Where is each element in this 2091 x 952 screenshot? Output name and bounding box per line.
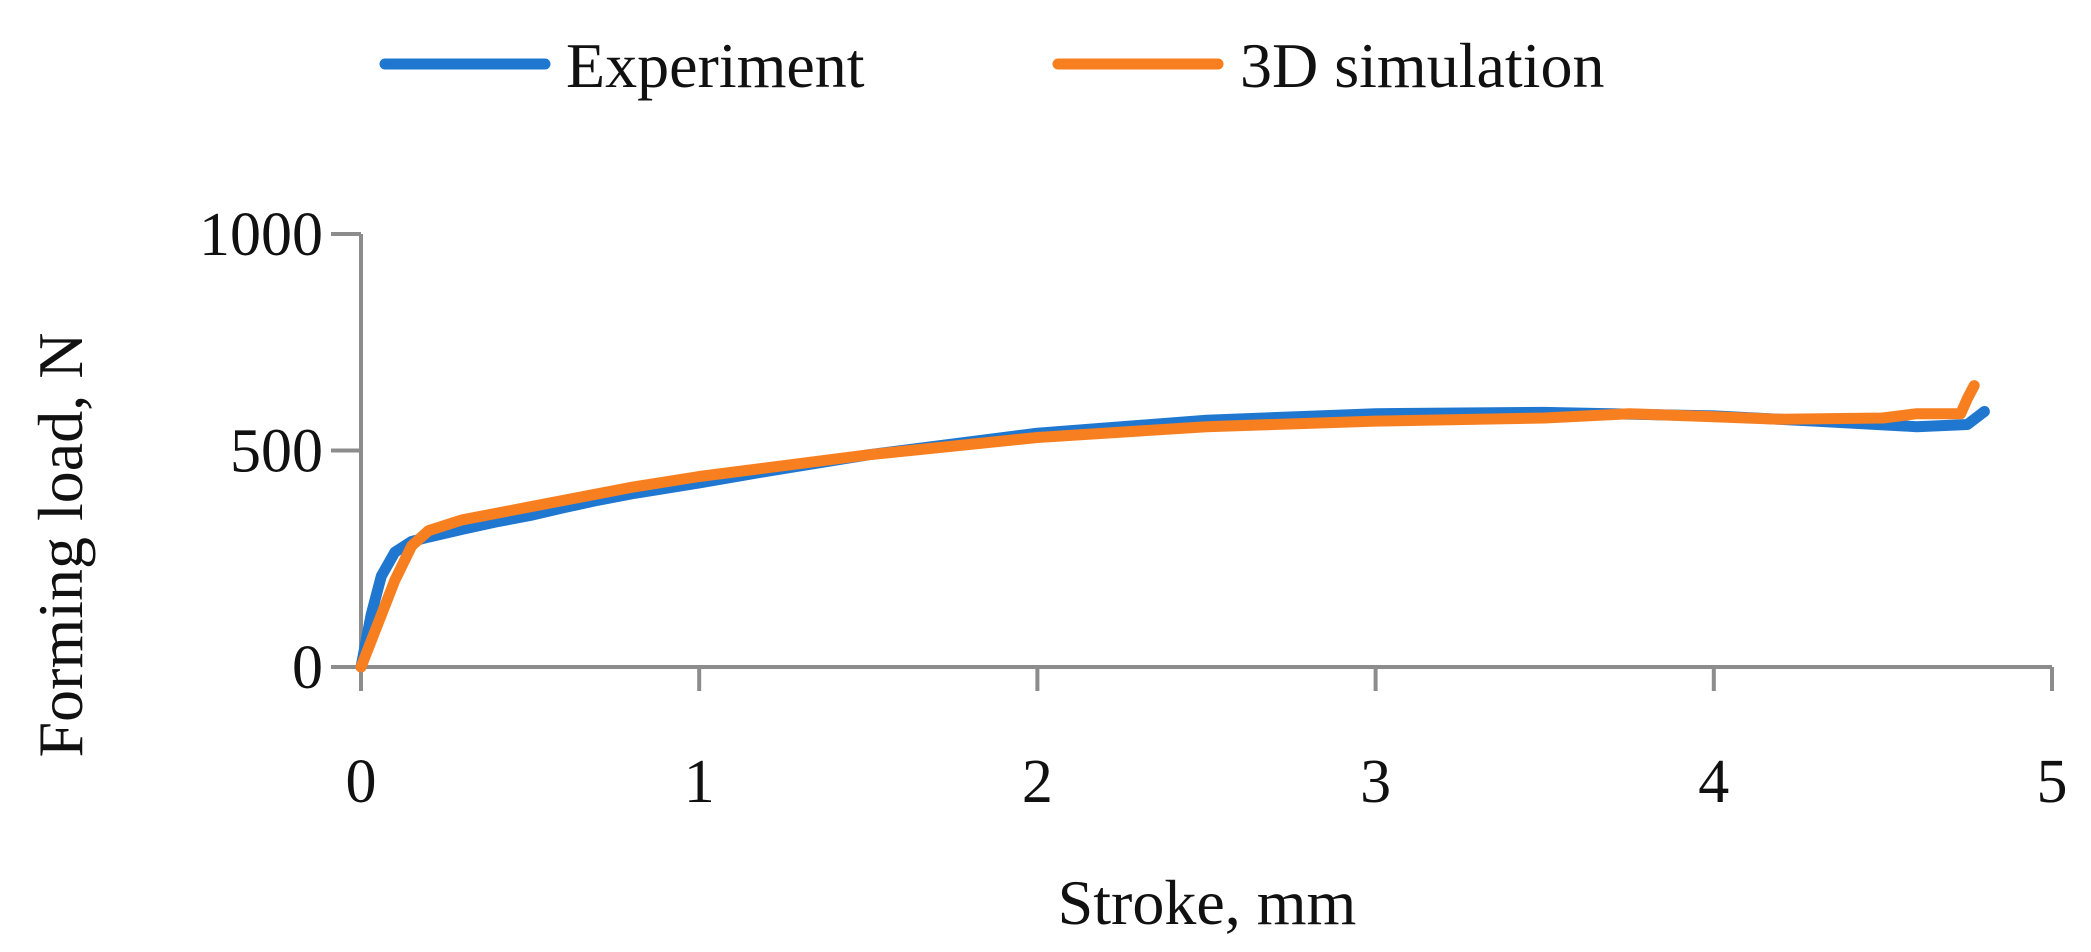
x-axis-ticks: 0 1 2 3 4 5 bbox=[346, 667, 2068, 816]
y-axis-title: Forming load, N bbox=[25, 333, 96, 758]
legend-label-3d-simulation: 3D simulation bbox=[1240, 30, 1604, 101]
x-axis-title: Stroke, mm bbox=[1058, 867, 1357, 938]
legend-label-experiment: Experiment bbox=[566, 30, 865, 101]
x-tick-label: 0 bbox=[346, 748, 377, 816]
x-tick-label: 5 bbox=[2037, 748, 2068, 816]
x-tick-label: 1 bbox=[684, 748, 715, 816]
axes bbox=[359, 234, 2052, 669]
series-line-experiment bbox=[355, 406, 1990, 673]
y-axis-ticks: 0 500 1000 bbox=[199, 201, 361, 702]
x-tick-label: 2 bbox=[1022, 748, 1053, 816]
x-tick-label: 4 bbox=[1698, 748, 1729, 816]
data-series bbox=[355, 380, 1990, 673]
x-tick-label: 3 bbox=[1360, 748, 1391, 816]
y-tick-label: 500 bbox=[230, 418, 323, 486]
y-tick-label: 0 bbox=[292, 634, 323, 702]
series-line-3d-simulation bbox=[355, 380, 1980, 673]
y-tick-label: 1000 bbox=[199, 201, 323, 269]
legend: Experiment 3D simulation bbox=[379, 30, 1604, 101]
